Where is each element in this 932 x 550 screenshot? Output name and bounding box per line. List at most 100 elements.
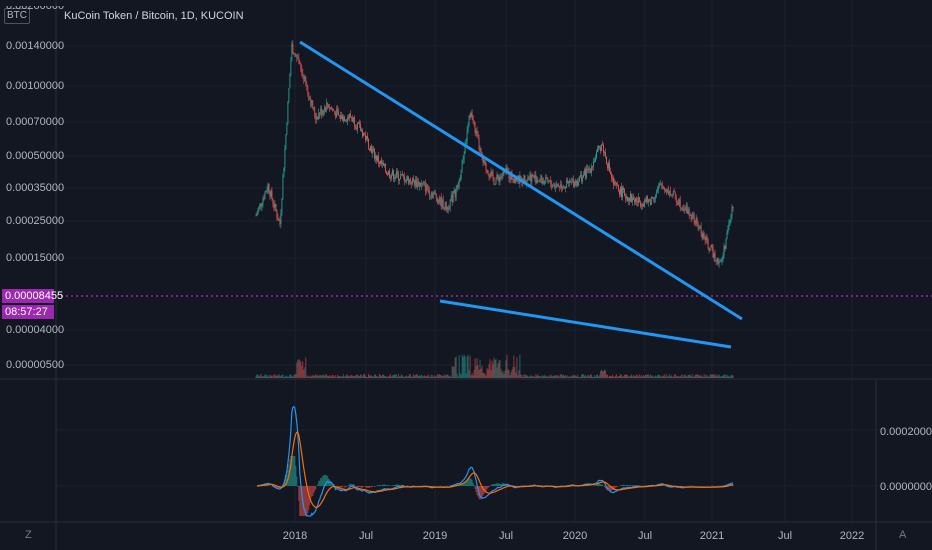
volume-bar [335, 374, 337, 378]
candle-body [380, 160, 381, 164]
histogram-bar [319, 480, 321, 486]
auto-scale-button[interactable]: A [899, 529, 907, 541]
volume-bar [300, 361, 302, 378]
candle-body [425, 184, 427, 192]
volume-bar [270, 375, 272, 378]
upper-trendline[interactable] [299, 40, 743, 321]
volume-bar [642, 375, 644, 378]
candle-body [350, 114, 352, 118]
zoom-button[interactable]: Z [25, 529, 32, 541]
volume-bar [457, 376, 459, 378]
candle-body [332, 108, 334, 110]
volume-bar [378, 374, 380, 378]
candle-body [487, 170, 489, 175]
volume-bar [634, 376, 636, 378]
candle-body [475, 130, 477, 133]
candle-body [456, 185, 458, 190]
histogram-bar [349, 484, 351, 486]
candle-body [453, 190, 455, 193]
volume-bar [279, 375, 281, 378]
candle-body [545, 177, 547, 183]
candle-body [300, 64, 302, 69]
volume-bar [468, 369, 470, 378]
volume-bar [701, 376, 703, 378]
currency-badge[interactable]: BTC [4, 8, 30, 24]
candle-body [289, 74, 291, 89]
volume-bar [450, 376, 452, 378]
histogram-bar [299, 486, 301, 516]
candle-body [730, 214, 732, 222]
candle-body [405, 179, 407, 182]
candle-body [359, 122, 360, 125]
histogram-bar [615, 486, 617, 488]
volume-bar [583, 374, 585, 378]
volume-bar [543, 375, 545, 378]
candle-body [288, 88, 290, 102]
candle-body [665, 189, 667, 193]
candle-body [562, 187, 564, 189]
volume-bar [404, 376, 406, 378]
candle-body [693, 215, 695, 224]
histogram-bar [588, 485, 590, 486]
volume-bar [454, 357, 456, 378]
candle-body [303, 75, 305, 82]
candle-body [294, 54, 296, 56]
histogram-bar [280, 486, 282, 488]
volume-bar [424, 375, 426, 378]
histogram-bar [323, 475, 325, 486]
volume-bar [572, 375, 574, 378]
histogram-bar [392, 485, 394, 486]
candle-body [668, 190, 670, 195]
candle-body [696, 218, 698, 224]
candle-body [470, 112, 472, 118]
candle-body [428, 190, 430, 196]
volume-bar [669, 376, 671, 378]
volume-bar [417, 375, 419, 378]
volume-bar [422, 376, 424, 378]
candle-body [355, 126, 356, 128]
volume-bar [596, 374, 598, 378]
candle-body [678, 199, 680, 206]
price-label-top-clipped: 0.00200000 [6, 0, 65, 12]
candle-body [675, 198, 677, 203]
candle-body [621, 186, 622, 198]
candle-body [371, 145, 372, 154]
time-label: 2022 [839, 530, 865, 542]
volume-bar [395, 374, 397, 378]
candle-body [587, 168, 589, 170]
histogram-bar [486, 486, 488, 490]
candle-body [524, 175, 526, 183]
candle-body [509, 178, 511, 180]
candle-body [708, 248, 710, 252]
volume-bar [705, 374, 707, 378]
candle-body [339, 115, 341, 117]
volume-bar [483, 373, 485, 378]
candle-body [275, 203, 277, 211]
volume-bar [544, 374, 546, 378]
candle-body [684, 209, 686, 210]
volume-bar [460, 374, 462, 378]
candle-body [688, 209, 690, 216]
histogram-bar [320, 477, 322, 486]
volume-bar [352, 375, 354, 378]
volume-bar [323, 374, 325, 378]
candle-body [460, 169, 462, 179]
volume-bar [609, 375, 611, 378]
volume-bar [372, 376, 374, 378]
histogram-bar [490, 484, 492, 486]
candle-body [351, 117, 352, 119]
volume-bar [437, 374, 439, 378]
candle-body [658, 185, 660, 187]
volume-bar [276, 374, 278, 378]
price-label: 0.00100000 [6, 80, 65, 92]
histogram-bar [599, 483, 601, 486]
histogram-bar [285, 477, 287, 486]
candle-body [279, 220, 281, 225]
candle-body [551, 184, 553, 188]
volume-bar [274, 375, 276, 378]
candle-body [357, 122, 358, 130]
candle-body [687, 209, 689, 214]
candle-body [286, 123, 288, 135]
lower-trendline[interactable] [439, 299, 732, 349]
